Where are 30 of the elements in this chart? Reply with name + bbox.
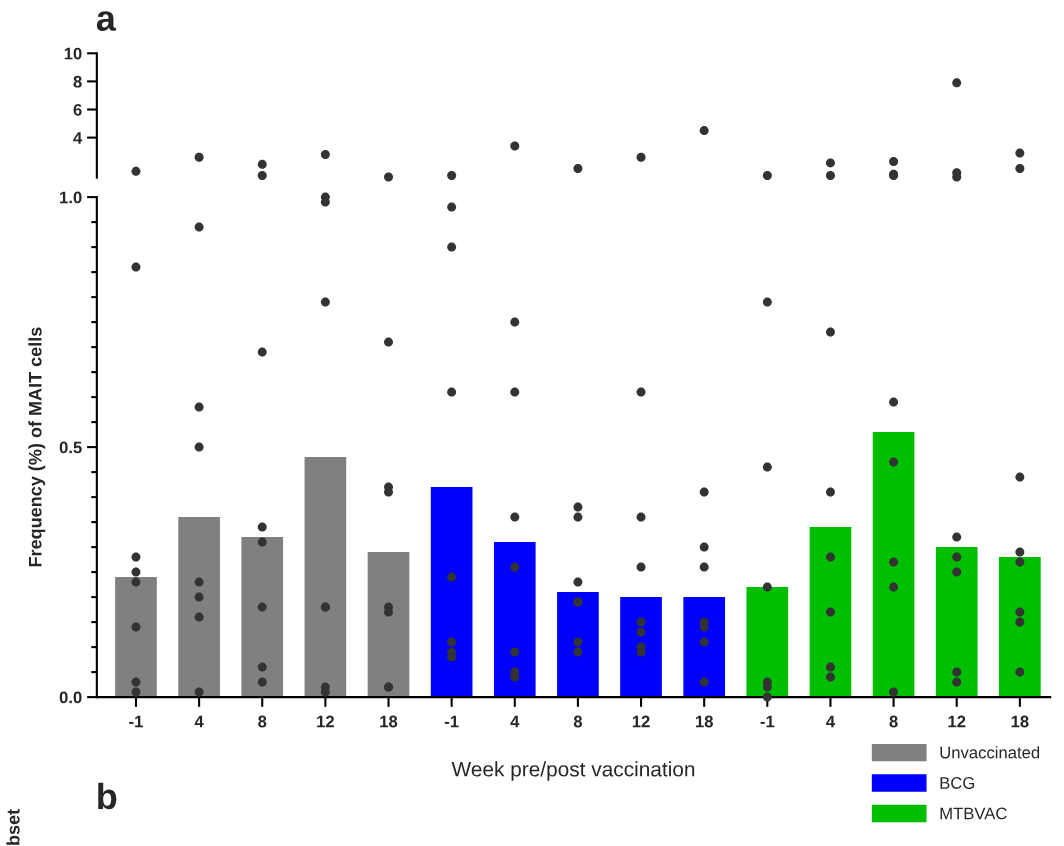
x-tick-label: -1 (444, 715, 459, 728)
y-tick-label: 0.0 (59, 691, 82, 704)
text: b (98, 782, 117, 810)
y-tick-label: 10 (64, 47, 82, 60)
x-tick-label: 12 (632, 715, 650, 728)
x-tick-label: 4 (510, 715, 520, 728)
legend-label: Unvaccinated (940, 746, 1040, 759)
legend-label: MTBVAC (940, 807, 1007, 820)
y-tick-label: 1.0 (60, 191, 82, 204)
text: a (96, 11, 117, 31)
x-tick-label: -1 (129, 715, 143, 728)
legend-label: BCG (940, 777, 975, 789)
x-tick-label: 12 (317, 715, 334, 728)
x-tick-label: 8 (573, 715, 583, 728)
x-tick-label: -1 (760, 715, 775, 728)
x-tick-label: 8 (889, 715, 898, 728)
text: bset (6, 809, 20, 845)
x-tick-label: 18 (1011, 715, 1029, 728)
x-tick-label: 18 (380, 715, 398, 728)
y-tick-label: 8 (73, 75, 82, 88)
y-tick-label: 4 (73, 132, 83, 144)
x-axis-title: Week pre/post vaccination (451, 761, 695, 781)
x-tick-label: 4 (826, 715, 835, 728)
x-tick-label: 18 (695, 715, 713, 728)
x-tick-label: 8 (258, 715, 267, 728)
x-tick-label: 12 (948, 715, 966, 728)
y-axis-title: Frequency (%) of MAIT cells (28, 327, 46, 567)
x-tick-label: 4 (194, 715, 204, 728)
y-tick-label: 6 (73, 103, 82, 116)
y-tick-label: 0.5 (59, 441, 82, 454)
